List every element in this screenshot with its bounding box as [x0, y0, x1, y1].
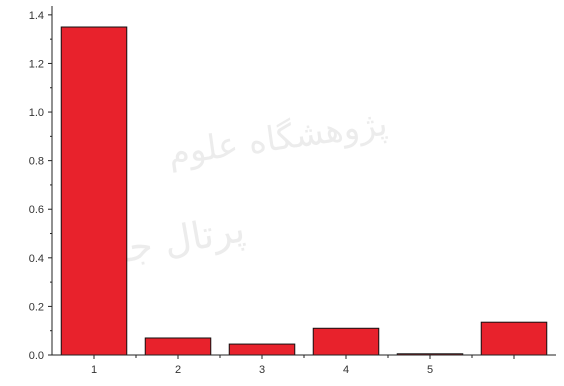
x-tick-label-4: 4 — [343, 364, 349, 376]
y-tick-label-3: 0.6 — [29, 204, 44, 216]
watermark-line-1: پژوهشگاه علوم — [166, 104, 390, 174]
y-tick-label-1: 0.2 — [29, 301, 44, 313]
y-tick-label-2: 0.4 — [29, 253, 44, 265]
axes: 0.0 0.2 0.4 0.6 0.8 1.0 1.2 1.4 1 2 3 4 5 — [29, 6, 556, 376]
bar-4 — [312, 327, 380, 356]
plot-area — [60, 26, 548, 356]
y-tick-label-5: 1.0 — [29, 107, 44, 119]
y-tick-label-6: 1.2 — [29, 58, 44, 70]
y-tick-label-7: 1.4 — [29, 10, 44, 22]
bar-1 — [60, 26, 128, 356]
y-tick-label-4: 0.8 — [29, 156, 44, 168]
x-tick-label-2: 2 — [175, 364, 181, 376]
x-tick-label-5: 5 — [427, 364, 433, 376]
bar-2 — [144, 337, 212, 356]
x-tick-label-3: 3 — [259, 364, 265, 376]
x-tick-label-1: 1 — [91, 364, 97, 376]
bar-3 — [228, 343, 296, 356]
y-tick-label-0: 0.0 — [29, 350, 44, 362]
bar-6 — [480, 321, 548, 356]
